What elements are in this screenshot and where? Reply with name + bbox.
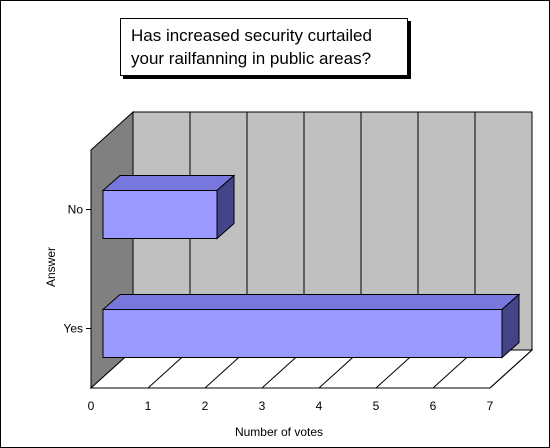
- y-tick-label: No: [68, 203, 84, 217]
- x-tick-label: 4: [316, 399, 323, 413]
- chart-title-line-1: Has increased security curtailed: [131, 26, 372, 45]
- x-axis-title: Number of votes: [235, 425, 323, 439]
- y-tick-labels: No Yes: [63, 203, 91, 336]
- bar-top-face: [101, 175, 236, 191]
- bar-top-face: [101, 294, 521, 310]
- bar-front-face: [102, 309, 503, 358]
- gridline-floor: [489, 349, 533, 389]
- x-tick-label: 5: [373, 399, 380, 413]
- bar-yes: [101, 293, 521, 359]
- y-tick-label: Yes: [63, 322, 83, 336]
- bar-no: [101, 174, 236, 240]
- x-tick-label: 0: [88, 399, 95, 413]
- bars: [101, 174, 521, 359]
- x-tick-label: 2: [202, 399, 209, 413]
- y-axis-title: Answer: [44, 247, 58, 287]
- chart-title-line-2: your railfanning in public areas?: [131, 49, 372, 68]
- bar-front-face: [102, 190, 218, 239]
- x-tick-labels: 0 1 2 3 4 5 6 7: [88, 399, 494, 413]
- x-tick-label: 3: [259, 399, 266, 413]
- x-tick-label: 7: [487, 399, 494, 413]
- x-tick-label: 6: [430, 399, 437, 413]
- chart-title: Has increased security curtailed your ra…: [120, 18, 408, 76]
- x-tick-label: 1: [145, 399, 152, 413]
